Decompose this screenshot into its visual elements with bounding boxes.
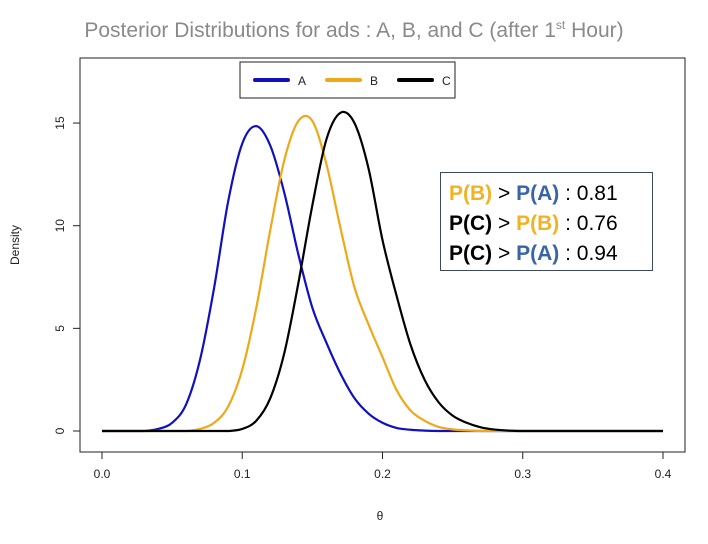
annotation-line: P(C) > P(B) : 0.76	[449, 209, 652, 239]
x-axis-label: θ	[377, 509, 384, 523]
y-tick-label: 10	[53, 219, 67, 233]
legend: A B C	[239, 61, 456, 99]
chart-title: Posterior Distributions for ads : A, B, …	[0, 18, 708, 43]
annotation-left: P(B)	[449, 182, 493, 205]
annotation-right: P(A)	[516, 182, 560, 205]
probability-annotation-box: P(B) > P(A) : 0.81 P(C) > P(B) : 0.76 P(C)…	[440, 172, 653, 271]
series-line-b	[102, 114, 663, 433]
annotation-value: : 0.94	[559, 242, 618, 265]
annotation-right: P(A)	[516, 242, 560, 265]
annotation-right: P(B)	[516, 212, 560, 235]
legend-label: A	[298, 74, 306, 88]
annotation-op: >	[492, 182, 517, 205]
legend-label: B	[370, 74, 378, 88]
y-tick-label: 5	[53, 325, 67, 332]
y-tick-label: 15	[53, 116, 67, 130]
annotation-left: P(C)	[449, 242, 493, 265]
annotation-value: : 0.76	[559, 212, 618, 235]
y-tick-label: 0	[53, 427, 67, 434]
legend-label: C	[442, 74, 451, 88]
annotation-op: >	[492, 242, 517, 265]
x-tick-label: 0.4	[655, 467, 672, 481]
x-tick-label: 0.3	[514, 467, 531, 481]
annotation-value: : 0.81	[559, 182, 618, 205]
x-tick-label: 0.0	[94, 467, 111, 481]
annotation-line: P(B) > P(A) : 0.81	[449, 179, 652, 209]
x-tick-label: 0.2	[374, 467, 391, 481]
title-superscript: st	[555, 18, 566, 32]
annotation-op: >	[492, 212, 517, 235]
y-axis-label: Density	[8, 225, 22, 265]
title-tail: Hour)	[565, 19, 624, 42]
x-tick-label: 0.1	[234, 467, 251, 481]
series-line-c	[102, 110, 663, 433]
title-text: Posterior Distributions for ads : A, B, …	[84, 19, 556, 42]
annotation-line: P(C) > P(A) : 0.94	[449, 239, 652, 269]
annotation-left: P(C)	[449, 212, 493, 235]
